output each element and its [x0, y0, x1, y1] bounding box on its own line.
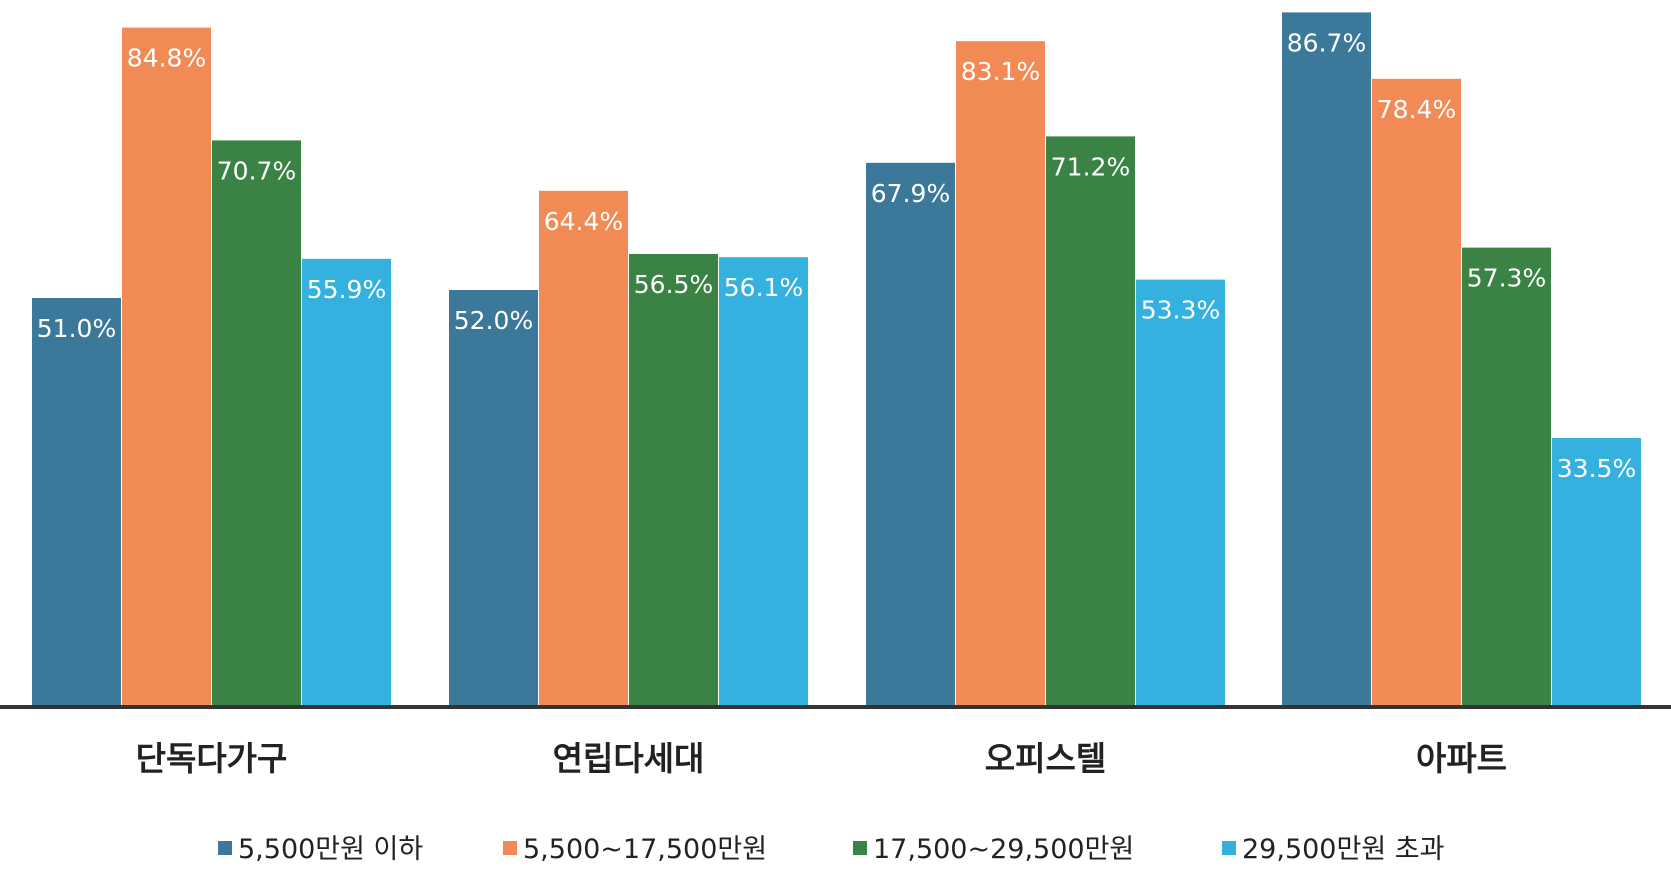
bar-2-3 [629, 254, 718, 706]
value-label-4-2: 78.4% [1377, 95, 1456, 124]
value-label-3-3: 71.2% [1051, 152, 1130, 181]
category-labels-layer: 단독다가구 연립다세대 오피스텔 아파트 [136, 739, 1507, 778]
legend-swatch-4 [1222, 841, 1236, 855]
value-label-3-2: 83.1% [961, 57, 1040, 86]
value-label-4-4: 33.5% [1557, 454, 1636, 483]
value-labels-layer: 51.0% 84.8% 70.7% 55.9% 52.0% 64.4% 56.5% 56.1%… [37, 28, 1636, 483]
bar-1-4 [302, 258, 391, 706]
bar-3-1 [866, 162, 955, 707]
value-label-3-1: 67.9% [871, 179, 950, 208]
legend-swatch-3 [853, 841, 867, 855]
bar-3-2 [956, 41, 1045, 706]
value-label-2-2: 64.4% [544, 207, 623, 236]
value-label-1-3: 70.7% [217, 156, 296, 185]
bar-2-4 [719, 257, 808, 706]
value-label-3-4: 53.3% [1141, 296, 1220, 325]
bar-4-2 [1372, 78, 1461, 707]
value-label-1-4: 55.9% [307, 275, 386, 304]
category-label-4: 아파트 [1416, 739, 1507, 778]
value-label-2-3: 56.5% [634, 270, 713, 299]
bar-4-3 [1462, 247, 1551, 706]
bar-1-1 [32, 298, 121, 706]
legend-label-2: 5,500~17,500만원 [523, 834, 767, 865]
category-label-2: 연립다세대 [553, 739, 705, 778]
bar-1-2 [122, 27, 211, 707]
value-label-1-1: 51.0% [37, 314, 116, 343]
category-label-1: 단독다가구 [136, 739, 288, 778]
bar-4-4 [1552, 438, 1641, 706]
legend: 5,500만원 이하 5,500~17,500만원 17,500~29,500만원 2… [218, 834, 1444, 865]
legend-swatch-2 [503, 841, 517, 855]
legend-label-1: 5,500만원 이하 [238, 834, 423, 865]
bars-layer [32, 12, 1641, 707]
legend-label-3: 17,500~29,500만원 [873, 834, 1134, 865]
bar-1-3 [212, 140, 301, 706]
bar-2-2 [539, 190, 628, 707]
value-label-1-2: 84.8% [127, 44, 206, 73]
category-label-3: 오피스텔 [985, 739, 1106, 778]
legend-label-4: 29,500만원 초과 [1242, 834, 1444, 865]
bar-4-1 [1282, 12, 1371, 706]
value-label-2-1: 52.0% [454, 306, 533, 335]
value-label-4-3: 57.3% [1467, 264, 1546, 293]
value-label-2-4: 56.1% [724, 273, 803, 302]
value-label-4-1: 86.7% [1287, 28, 1366, 57]
bar-3-3 [1046, 136, 1135, 706]
bar-2-1 [449, 290, 538, 706]
legend-swatch-1 [218, 841, 232, 855]
bar-3-4 [1136, 279, 1225, 706]
